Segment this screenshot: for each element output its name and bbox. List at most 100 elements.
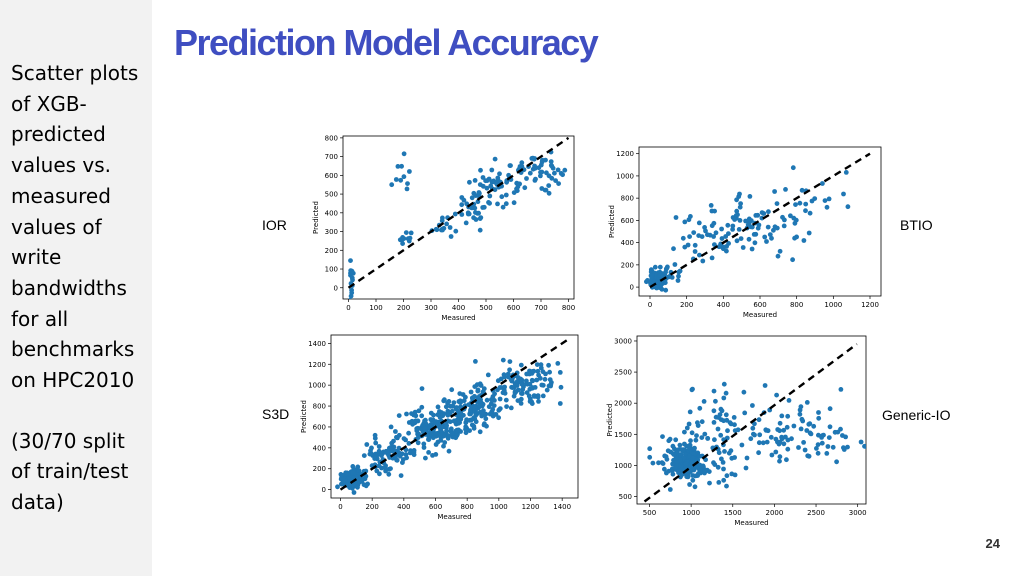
ior-point [453, 228, 459, 234]
generic-io-point [694, 433, 699, 438]
generic-io-point [806, 453, 812, 459]
s3d-point [514, 379, 520, 384]
btio-xtick-label: 0 [648, 301, 652, 309]
generic-io-point [664, 470, 669, 476]
generic-io-point [744, 455, 750, 461]
ior-point [408, 230, 414, 236]
btio-point [691, 230, 697, 235]
btio-point [767, 232, 773, 237]
generic-io-xtick-label: 500 [643, 509, 656, 517]
ior-point [546, 190, 552, 196]
ior-point [475, 199, 481, 205]
generic-io-point [777, 458, 782, 464]
generic-io-point [819, 435, 824, 440]
s3d-point [536, 372, 541, 378]
generic-io-point [678, 473, 684, 478]
btio-point [792, 235, 797, 241]
generic-io-point [711, 388, 717, 394]
generic-io-point [687, 409, 693, 415]
btio-point [703, 228, 708, 234]
s3d-point [414, 426, 420, 432]
s3d-point [373, 454, 379, 460]
btio-point [669, 275, 675, 280]
s3d-point [487, 411, 493, 417]
s3d-scatter-plot: 0 200 400 600 800 1000 1200 1400 0 200 400 600 800 10… [293, 334, 583, 521]
ior-ytick-label: 100 [325, 266, 338, 274]
ior-point [452, 211, 458, 217]
ior-point [516, 181, 521, 187]
s3d-point [538, 362, 544, 368]
s3d-ytick-label: 1400 [308, 340, 326, 348]
ior-point [461, 197, 467, 203]
s3d-point [456, 420, 461, 426]
ior-xtick-label: 400 [452, 304, 465, 312]
s3d-point [451, 418, 457, 424]
ior-point [543, 157, 548, 163]
generic-io-point [706, 469, 712, 474]
generic-io-ylabel: Predicted [606, 404, 614, 437]
sidebar-line: values vs. [11, 153, 112, 178]
generic-io-point [762, 383, 768, 388]
generic-io-point [760, 440, 766, 446]
ior-point [511, 200, 517, 206]
generic-io-point [677, 442, 683, 448]
s3d-point [512, 390, 518, 396]
s3d-point [354, 474, 359, 480]
generic-io-point [742, 410, 748, 416]
btio-xtick-label: 800 [790, 301, 803, 309]
s3d-point [415, 435, 421, 440]
s3d-point [406, 430, 411, 436]
s3d-point [422, 418, 427, 424]
ior-xtick-label: 800 [562, 304, 575, 312]
btio-label: BTIO [900, 217, 933, 233]
ior-point [503, 201, 509, 207]
s3d-point [519, 381, 525, 387]
btio-point [692, 242, 698, 248]
generic-io-point [798, 426, 804, 432]
btio-point [743, 218, 748, 224]
generic-io-point [680, 447, 686, 453]
generic-io-point [660, 434, 665, 439]
generic-io-point [765, 428, 771, 434]
s3d-point [485, 372, 491, 378]
ior-point [550, 165, 556, 171]
btio-point [732, 217, 737, 222]
s3d-point [468, 407, 473, 413]
btio-xtick-label: 400 [717, 301, 730, 309]
btio-point [756, 222, 762, 228]
btio-point [772, 189, 777, 194]
ior-point [477, 191, 482, 196]
btio-point [822, 198, 828, 203]
s3d-point [335, 484, 340, 490]
s3d-point [539, 382, 545, 388]
btio-ytick-label: 600 [621, 217, 634, 225]
generic-io-point [781, 427, 787, 433]
s3d-point [373, 440, 379, 446]
s3d-point [387, 445, 392, 451]
ior-xlabel: Measured [441, 314, 475, 322]
btio-point [759, 215, 765, 221]
btio-point [687, 234, 692, 239]
btio-point [682, 244, 688, 250]
generic-io-label: Generic-IO [882, 407, 951, 423]
btio-point [781, 223, 787, 229]
ior-point [500, 204, 506, 210]
generic-io-point [804, 400, 810, 405]
s3d-point [543, 371, 548, 377]
ior-point [527, 170, 533, 176]
s3d-point [382, 465, 388, 470]
s3d-point [421, 441, 427, 447]
s3d-point [540, 393, 546, 399]
s3d-point [493, 412, 499, 417]
generic-io-point [667, 436, 673, 442]
s3d-point [527, 381, 533, 387]
s3d-point [468, 411, 473, 417]
ior-point [348, 258, 353, 263]
generic-io-scatter-plot: 500 1000 1500 2000 2500 3000 500 1000 1500 2000 25… [606, 335, 871, 528]
ior-point [440, 227, 445, 233]
s3d-xtick-label: 1200 [522, 503, 540, 511]
s3d-ytick-label: 0 [322, 486, 326, 494]
s3d-xtick-label: 800 [460, 503, 473, 511]
generic-io-point [693, 437, 699, 443]
ior-point [495, 175, 501, 181]
